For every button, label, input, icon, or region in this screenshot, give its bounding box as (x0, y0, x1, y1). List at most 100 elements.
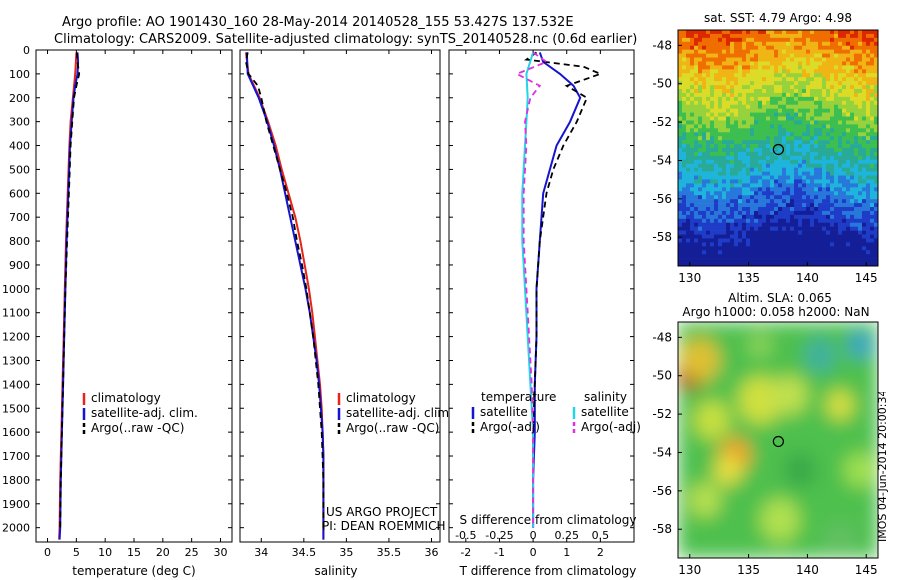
sst-cell (874, 242, 879, 247)
sst-cell (834, 148, 839, 153)
sst-cell (870, 144, 875, 149)
sst-cell (830, 183, 835, 188)
sst-cell (678, 100, 683, 106)
sst-cell (786, 128, 791, 133)
sst-cell (718, 163, 723, 168)
sst-cell (706, 65, 711, 70)
sst-cell (710, 30, 715, 35)
sst-cell (782, 242, 787, 247)
sst-cell (778, 112, 783, 117)
sst-cell (786, 104, 791, 109)
sst-cell (798, 33, 803, 39)
sst-cell (730, 65, 735, 70)
sst-cell (710, 258, 715, 263)
sst-cell (822, 183, 827, 188)
sst-cell (870, 207, 875, 212)
sst-cell (826, 179, 831, 184)
sst-cell (698, 30, 703, 35)
salinity-xlabel: salinity (314, 564, 357, 578)
sst-cell (686, 112, 691, 117)
sst-cell (822, 49, 827, 54)
sst-cell (842, 214, 847, 220)
sst-cell (822, 207, 827, 212)
sst-cell (814, 69, 819, 74)
sst-cell (678, 77, 683, 82)
sst-cell (678, 230, 683, 235)
sst-cell (834, 234, 839, 239)
sst-cell (758, 116, 763, 121)
sst-cell (854, 226, 859, 231)
sst-cell (782, 187, 787, 192)
sst-cell (842, 191, 847, 196)
sst-cell (706, 167, 711, 172)
sst-cell (730, 49, 735, 54)
sst-cell (766, 140, 771, 145)
sst-cell (766, 144, 771, 149)
sst-cell (718, 230, 723, 235)
sst-cell (866, 214, 871, 220)
map-y-tick-label: -54 (652, 445, 672, 459)
sst-cell (846, 214, 851, 220)
sst-cell (738, 151, 743, 157)
sst-cell (698, 132, 703, 137)
sst-cell (798, 238, 803, 243)
sst-cell (866, 254, 871, 259)
sst-cell (846, 144, 851, 149)
sst-cell (830, 238, 835, 243)
sst-cell (682, 210, 687, 216)
sst-cell (854, 155, 859, 161)
sst-cell (758, 65, 763, 70)
y-tick-label: 2000 (2, 522, 30, 535)
sst-cell (802, 124, 807, 129)
sst-cell (854, 175, 859, 180)
sst-cell (794, 81, 799, 86)
sst-cell (866, 159, 871, 165)
sst-cell (814, 100, 819, 106)
sst-cell (790, 203, 795, 208)
sst-cell (814, 77, 819, 82)
sst-cell (806, 254, 811, 259)
x-tick-label: 1 (563, 546, 570, 559)
sst-cell (870, 230, 875, 235)
sst-cell (726, 108, 731, 113)
sst-cell (866, 187, 871, 192)
sst-cell (774, 203, 779, 208)
sst-cell (830, 124, 835, 129)
sst-cell (754, 151, 759, 157)
sst-cell (742, 81, 747, 86)
sst-cell (774, 262, 779, 267)
sst-cell (778, 207, 783, 212)
sst-cell (758, 167, 763, 172)
sst-cell (830, 69, 835, 74)
sst-cell (846, 65, 851, 70)
sst-cell (826, 37, 831, 43)
sst-cell (754, 234, 759, 239)
sst-cell (734, 132, 739, 137)
sst-cell (778, 167, 783, 172)
sst-cell (686, 37, 691, 43)
sst-cell (870, 57, 875, 62)
sst-cell (818, 124, 823, 129)
sst-cell (822, 41, 827, 47)
sst-cell (830, 136, 835, 141)
sst-cell (682, 203, 687, 208)
sst-cell (694, 167, 699, 172)
sst-cell (838, 120, 843, 125)
sst-cell (854, 163, 859, 168)
sst-cell (714, 37, 719, 43)
sst-cell (818, 37, 823, 43)
sst-cell (822, 167, 827, 172)
sst-cell (854, 30, 859, 35)
sst-cell (690, 214, 695, 220)
sst-cell (850, 195, 855, 200)
sst-cell (730, 210, 735, 216)
sst-cell (810, 112, 815, 117)
sst-cell (694, 218, 699, 224)
sst-cell (702, 144, 707, 149)
sst-cell (850, 203, 855, 208)
sst-cell (818, 151, 823, 157)
sst-cell (678, 258, 683, 263)
sst-cell (838, 49, 843, 54)
sst-cell (818, 69, 823, 74)
sst-cell (774, 120, 779, 125)
